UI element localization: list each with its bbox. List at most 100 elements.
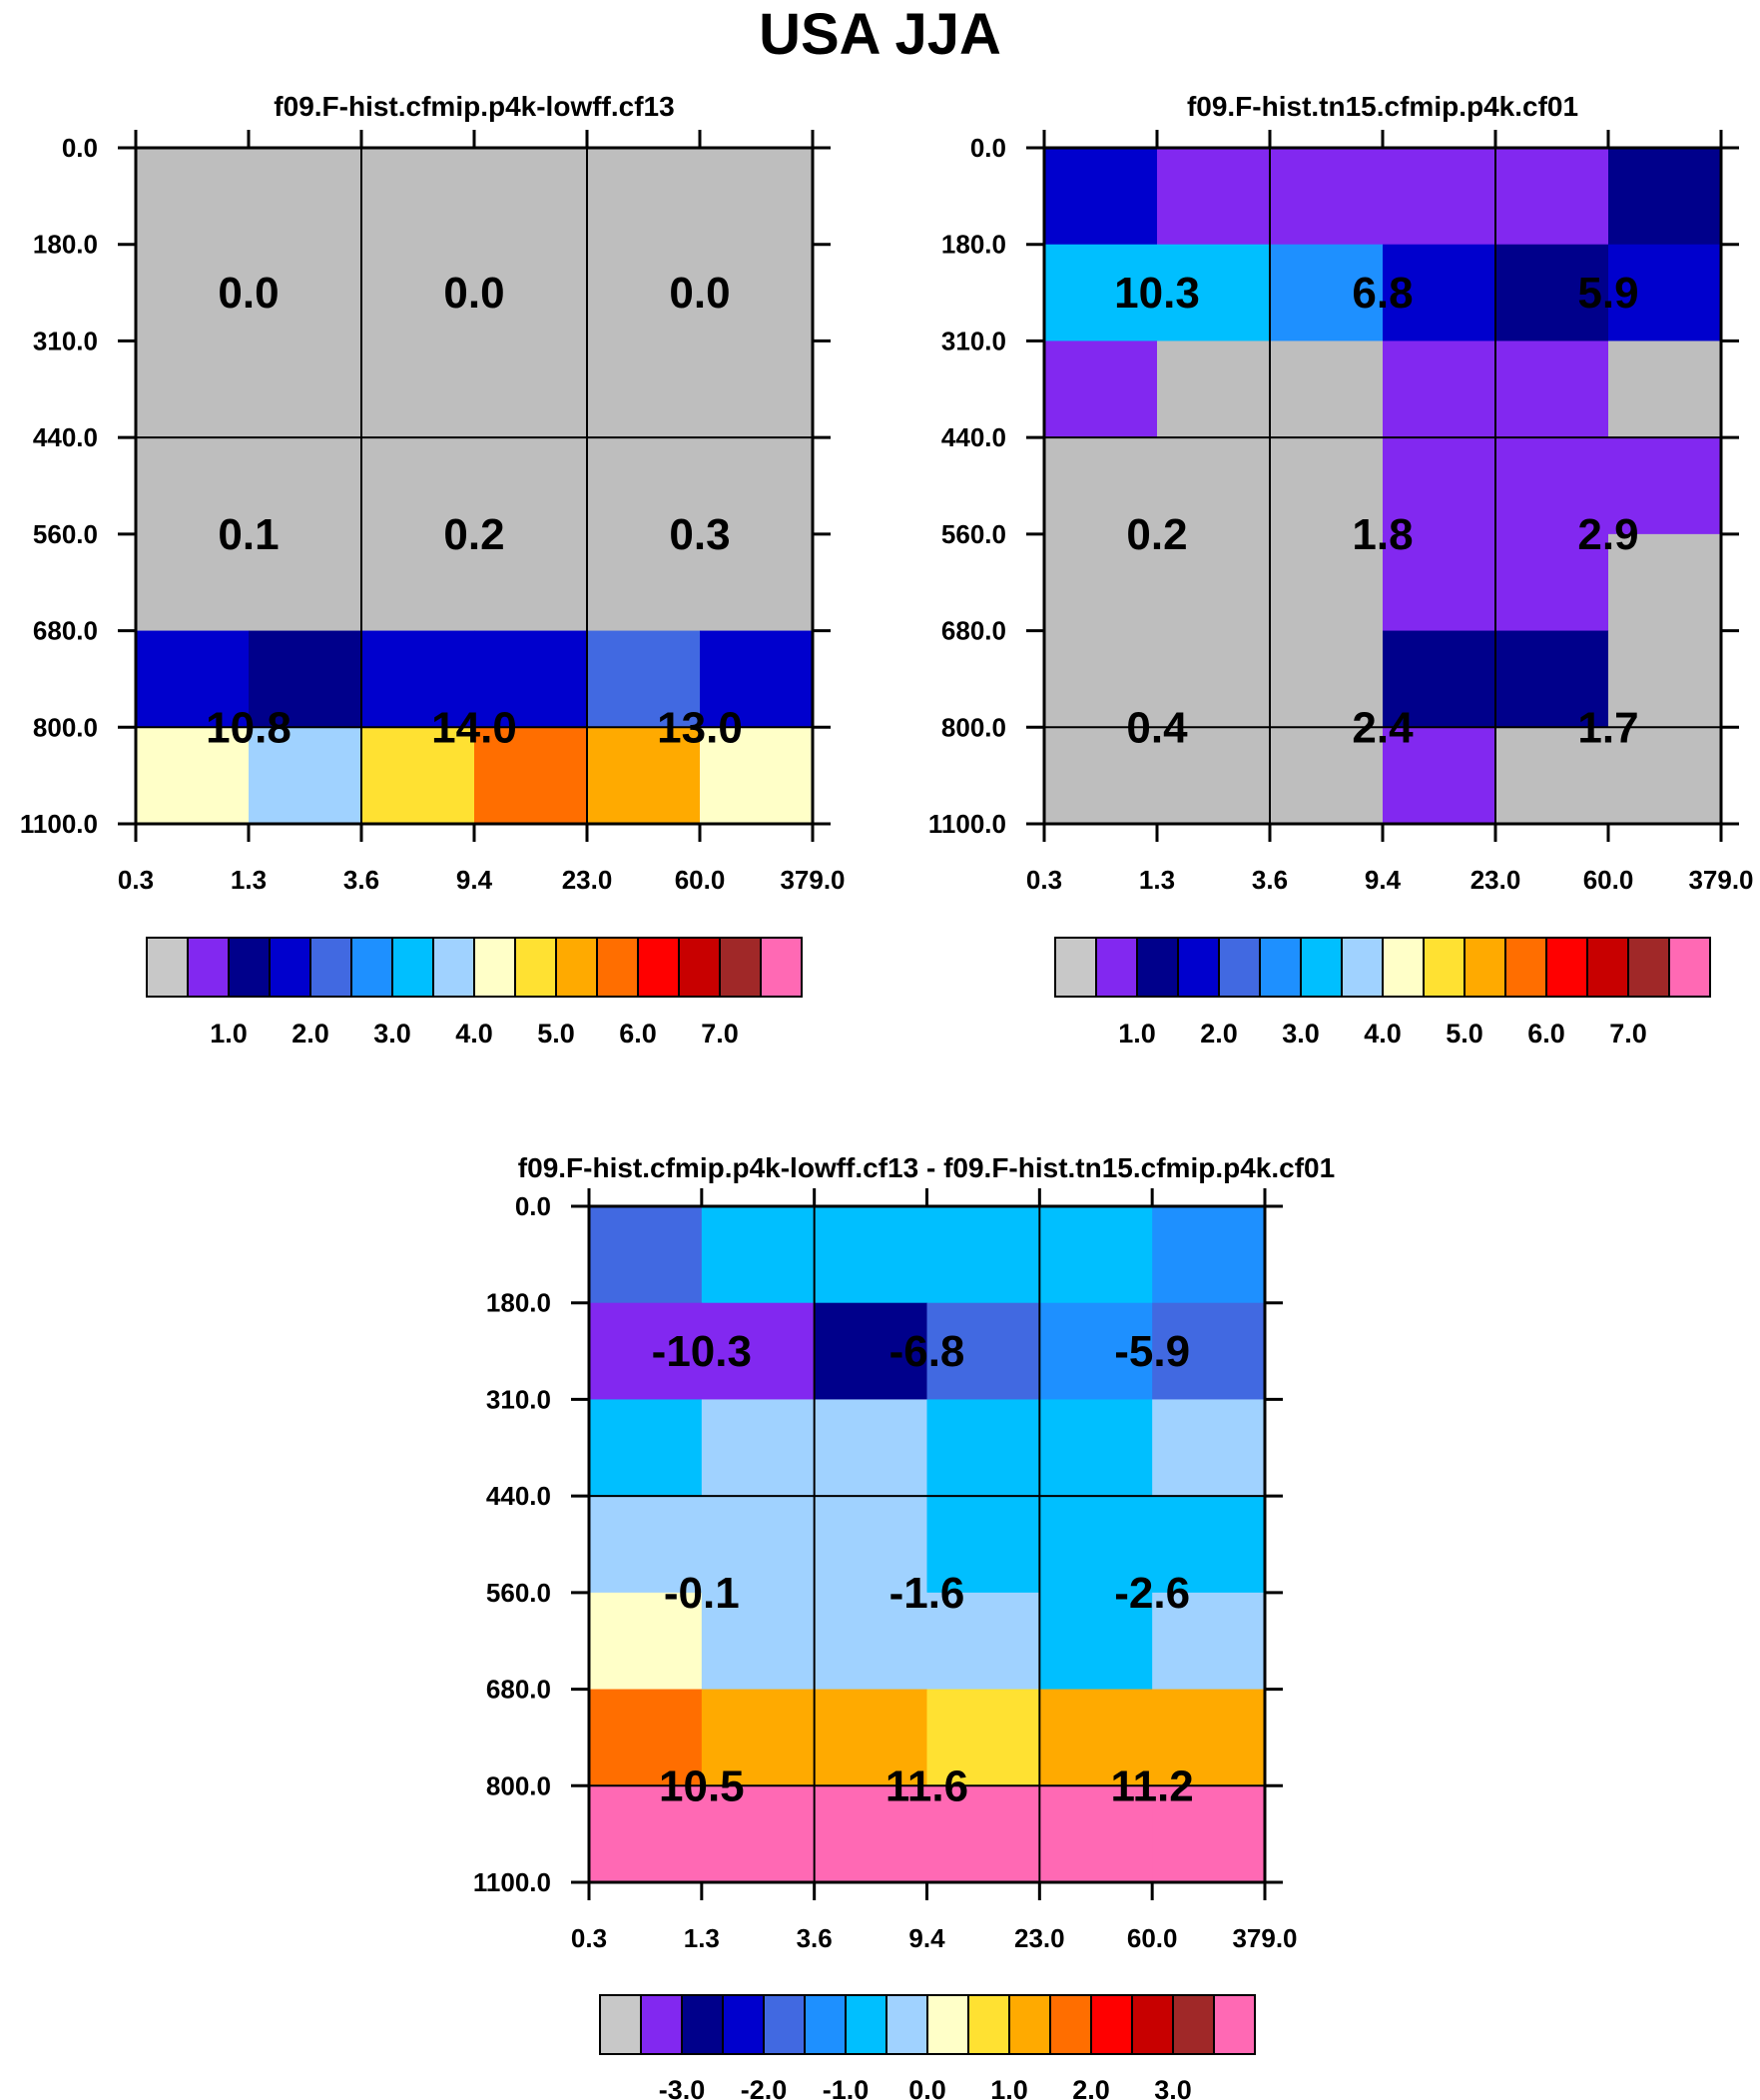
colorbar-swatch (555, 937, 598, 998)
heatmap-cell (1383, 148, 1496, 246)
x-tick-label: 1.3 (1139, 865, 1175, 895)
heatmap-cell (814, 1592, 928, 1691)
heatmap-cell (136, 244, 250, 343)
heatmap-cell (700, 437, 814, 535)
y-tick-label: 0.0 (515, 1191, 551, 1221)
cell-value-label: -5.9 (1114, 1327, 1190, 1376)
colorbar-swatch (804, 1994, 847, 2055)
colorbar-swatch (1627, 937, 1670, 998)
colorbar-label: 2.0 (1072, 2075, 1110, 2100)
heatmap-cell (474, 148, 588, 246)
heatmap-cell (1270, 341, 1384, 438)
x-tick-label: 0.3 (118, 865, 154, 895)
colorbar-label: 3.0 (1154, 2075, 1192, 2100)
heatmap-cell (361, 244, 475, 343)
heatmap-cell (136, 630, 250, 728)
x-tick-label: 0.3 (1026, 865, 1062, 895)
colorbar-swatch (681, 1994, 724, 2055)
colorbar-label: 3.0 (1282, 1019, 1320, 1049)
colorbar-swatch (1464, 937, 1506, 998)
x-tick-label: 23.0 (1014, 1923, 1065, 1953)
heatmap-cell (1608, 727, 1722, 825)
heatmap-cell (1152, 1206, 1266, 1304)
heatmap-cell (926, 1689, 1040, 1786)
heatmap-cell (474, 727, 588, 825)
heatmap-cell (1157, 244, 1271, 343)
colorbar-label: 2.0 (1200, 1019, 1238, 1049)
colorbar-swatch (1054, 937, 1097, 998)
cell-value-label: 11.6 (885, 1761, 968, 1810)
colorbar-swatch (596, 937, 639, 998)
cell-value-label: 0.3 (669, 510, 730, 559)
heatmap-cell (589, 1592, 703, 1691)
heatmap-cell (1608, 533, 1722, 632)
colorbar-swatch (1423, 937, 1466, 998)
cell-value-label: 2.9 (1577, 510, 1638, 559)
heatmap-cell (249, 630, 362, 728)
heatmap-cell (1495, 148, 1609, 246)
heatmap-cell (700, 630, 814, 728)
x-tick-label: 60.0 (675, 865, 726, 895)
colorbar-swatch (1341, 937, 1384, 998)
y-tick-label: 560.0 (33, 519, 98, 549)
heatmap-cell (361, 341, 475, 438)
heatmap-cell (1044, 630, 1158, 728)
heatmap-cell (701, 1496, 816, 1594)
y-tick-label: 180.0 (486, 1288, 551, 1318)
y-tick-label: 1100.0 (928, 809, 1006, 839)
colorbar-swatch (1090, 1994, 1133, 2055)
y-tick-label: 0.0 (62, 133, 98, 163)
heatmap-cell (249, 727, 362, 825)
colorbar-label: 0.0 (908, 2075, 946, 2100)
cell-value-label: 0.0 (669, 269, 730, 318)
cell-value-label: 11.2 (1111, 1761, 1194, 1810)
colorbar-swatch (637, 937, 680, 998)
heatmap-cell (814, 1689, 928, 1786)
heatmap-cell (249, 437, 362, 535)
heatmap-cell (136, 341, 250, 438)
heatmap-cell (701, 1206, 816, 1304)
heatmap-cell (701, 1302, 816, 1401)
colorbar-label: 7.0 (1609, 1019, 1647, 1049)
colorbar-label: 5.0 (1446, 1019, 1483, 1049)
panel-title: f09.F-hist.cfmip.p4k-lowff.cf13 - f09.F-… (518, 1152, 1335, 1183)
cell-value-label: 14.0 (431, 703, 517, 752)
x-tick-label: 1.3 (231, 865, 267, 895)
heatmap-cell (701, 1592, 816, 1691)
colorbar-label: 5.0 (537, 1019, 575, 1049)
heatmap-cell (1039, 1592, 1153, 1691)
heatmap-cell (1157, 727, 1271, 825)
heatmap-cell (589, 1399, 703, 1497)
heatmap-cell (700, 244, 814, 343)
cell-value-label: 6.8 (1352, 269, 1413, 318)
cell-value-label: 1.7 (1577, 703, 1638, 752)
colorbar-swatch (1213, 1994, 1256, 2055)
colorbar-swatch (885, 1994, 928, 2055)
heatmap-cell (814, 1302, 928, 1401)
heatmap-cell (1270, 148, 1384, 246)
colorbar-label: 6.0 (619, 1019, 657, 1049)
heatmap-cell (1044, 533, 1158, 632)
cell-value-label: 2.4 (1352, 703, 1414, 752)
cell-value-label: -0.1 (664, 1569, 740, 1618)
cell-value-label: -1.6 (889, 1569, 965, 1618)
y-tick-label: 1100.0 (20, 809, 98, 839)
heatmap-cell (1383, 341, 1496, 438)
heatmap-cell (926, 1592, 1040, 1691)
heatmap-cell (474, 533, 588, 632)
heatmap-cell (136, 437, 250, 535)
heatmap-cell (701, 1399, 816, 1497)
heatmap-cell (1044, 727, 1158, 825)
y-tick-label: 310.0 (486, 1384, 551, 1414)
heatmap-cell (589, 1206, 703, 1304)
heatmap-cell (136, 533, 250, 632)
colorbar-label: 2.0 (292, 1019, 329, 1049)
heatmap-cell (1044, 148, 1158, 246)
heatmap-cell (814, 1206, 928, 1304)
x-tick-label: 0.3 (571, 1923, 607, 1953)
heatmap-cell (1152, 1496, 1266, 1594)
heatmap-cell (1270, 244, 1384, 343)
colorbar-swatch (678, 937, 721, 998)
heatmap-cell (814, 1496, 928, 1594)
y-tick-label: 440.0 (33, 422, 98, 452)
